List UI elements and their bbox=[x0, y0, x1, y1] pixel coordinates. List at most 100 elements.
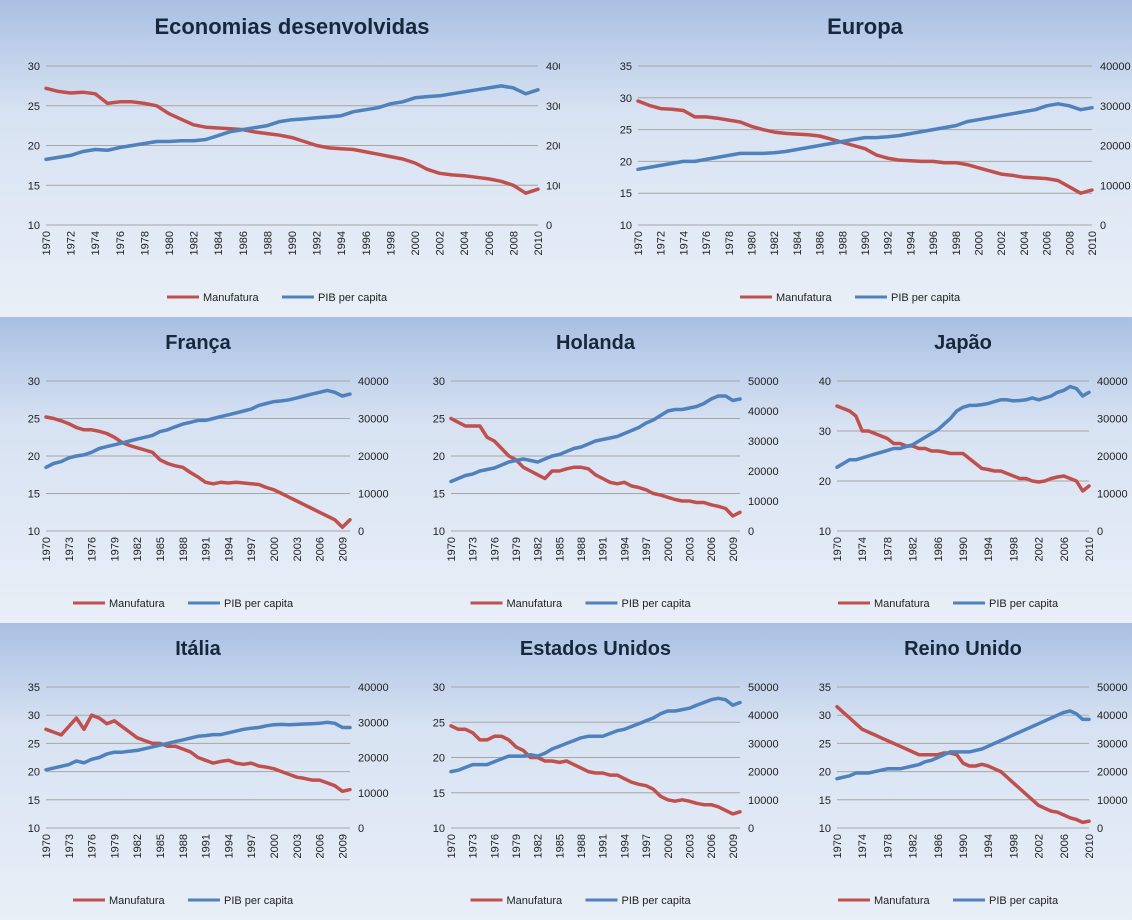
x-tick-label: 1997 bbox=[641, 537, 653, 561]
x-tick-label: 1970 bbox=[446, 834, 458, 858]
series-line bbox=[44, 415, 352, 530]
line-chart: Europa 10 15 20 25 30 35 0 10000 20000 30000 40000 1… bbox=[620, 14, 1131, 304]
chart-title: Estados Unidos bbox=[520, 638, 671, 660]
y-tick-label: 35 bbox=[620, 61, 632, 73]
x-tick-label: 2006 bbox=[706, 537, 718, 561]
x-tick-label: 1972 bbox=[66, 231, 78, 255]
x-tick-label: 1973 bbox=[468, 537, 480, 561]
y2-tick-label: 50000 bbox=[1097, 682, 1128, 694]
y2-tick-label: 0 bbox=[546, 220, 552, 232]
y-tick-label: 20 bbox=[28, 141, 40, 153]
y2-tick-label: 40000 bbox=[748, 406, 779, 418]
y-tick-label: 15 bbox=[28, 489, 40, 501]
chart-title: França bbox=[165, 332, 231, 354]
y-tick-label: 10 bbox=[620, 220, 632, 232]
x-tick-label: 2002 bbox=[996, 231, 1008, 255]
line-chart: França 10 15 20 25 30 0 10000 20000 30000 40000 197… bbox=[28, 332, 389, 610]
x-tick-label: 1996 bbox=[361, 231, 373, 255]
y2-tick-label: 20000 bbox=[358, 451, 389, 463]
legend-label: PIB per capita bbox=[989, 598, 1059, 610]
x-tick-label: 1982 bbox=[132, 537, 144, 561]
line-chart: Japão 10 20 30 40 0 10000 20000 30000 40000 1970 19… bbox=[819, 332, 1128, 610]
x-tick-label: 2002 bbox=[1034, 834, 1046, 858]
y-tick-label: 20 bbox=[433, 753, 445, 765]
x-tick-label: 2000 bbox=[663, 537, 675, 561]
y-tick-label: 25 bbox=[433, 414, 445, 426]
x-tick-label: 1970 bbox=[41, 231, 53, 255]
x-tick-label: 1991 bbox=[598, 834, 610, 858]
x-tick-label: 1994 bbox=[983, 537, 995, 561]
x-tick-label: 1986 bbox=[238, 231, 250, 255]
series-line bbox=[44, 713, 352, 794]
y-tick-label: 10 bbox=[433, 526, 445, 538]
y-tick-label: 20 bbox=[28, 451, 40, 463]
x-tick-label: 1994 bbox=[223, 537, 235, 561]
series-line bbox=[835, 709, 1091, 781]
y-tick-label: 20 bbox=[28, 767, 40, 779]
y-tick-label: 15 bbox=[28, 795, 40, 807]
x-tick-label: 1970 bbox=[41, 537, 53, 561]
x-tick-label: 2004 bbox=[1019, 231, 1031, 255]
x-tick-label: 1978 bbox=[882, 834, 894, 858]
y2-tick-label: 20000 bbox=[1100, 141, 1131, 153]
y2-tick-label: 30000 bbox=[358, 717, 389, 729]
x-tick-label: 2009 bbox=[337, 537, 349, 561]
x-tick-label: 2009 bbox=[728, 537, 740, 561]
chart-panel: Reino Unido 10 15 20 25 30 35 0 10000 20000 30000 4… bbox=[791, 623, 1132, 920]
x-tick-label: 1988 bbox=[178, 834, 190, 858]
y2-tick-label: 40000 bbox=[1100, 61, 1131, 73]
x-tick-label: 1982 bbox=[533, 834, 545, 858]
x-tick-label: 1973 bbox=[468, 834, 480, 858]
y2-tick-label: 10000 bbox=[748, 795, 779, 807]
y2-tick-label: 10000 bbox=[1097, 795, 1128, 807]
y2-tick-label: 30000 bbox=[748, 738, 779, 750]
x-tick-label: 1998 bbox=[385, 231, 397, 255]
x-tick-label: 2002 bbox=[1034, 537, 1046, 561]
x-tick-label: 1972 bbox=[656, 231, 668, 255]
y2-tick-label: 50000 bbox=[748, 376, 779, 388]
chart-panel: França 10 15 20 25 30 0 10000 20000 30000 40000 197… bbox=[0, 317, 405, 623]
y2-tick-label: 40000 bbox=[358, 682, 389, 694]
y-tick-label: 25 bbox=[620, 125, 632, 137]
y-tick-label: 20 bbox=[433, 451, 445, 463]
chart-panel: Europa 10 15 20 25 30 35 0 10000 20000 30000 40000 1… bbox=[572, 0, 1132, 317]
x-tick-label: 1982 bbox=[533, 537, 545, 561]
x-tick-label: 1991 bbox=[598, 537, 610, 561]
x-tick-label: 1976 bbox=[87, 537, 99, 561]
y2-tick-label: 0 bbox=[1100, 220, 1106, 232]
x-tick-label: 2003 bbox=[292, 537, 304, 561]
x-tick-label: 1974 bbox=[857, 537, 869, 561]
line-chart: Economias desenvolvidas 10 15 20 25 30 0 10000 2… bbox=[28, 14, 560, 304]
legend-label: Manufatura bbox=[109, 598, 166, 610]
legend-label: PIB per capita bbox=[622, 598, 692, 610]
series-line bbox=[44, 720, 352, 772]
x-tick-label: 1973 bbox=[64, 537, 76, 561]
x-tick-label: 1998 bbox=[1008, 537, 1020, 561]
x-tick-label: 1985 bbox=[554, 834, 566, 858]
series-line bbox=[449, 696, 742, 774]
y2-tick-label: 10000 bbox=[546, 180, 560, 192]
y2-tick-label: 50000 bbox=[748, 682, 779, 694]
x-tick-label: 2000 bbox=[269, 834, 281, 858]
x-tick-label: 1978 bbox=[139, 231, 151, 255]
y-tick-label: 20 bbox=[819, 476, 831, 488]
chart-title: Economias desenvolvidas bbox=[154, 14, 429, 39]
y2-tick-label: 10000 bbox=[748, 496, 779, 508]
y-tick-label: 15 bbox=[433, 489, 445, 501]
x-tick-label: 1988 bbox=[178, 537, 190, 561]
x-tick-label: 1970 bbox=[446, 537, 458, 561]
chart-panel: Estados Unidos 10 15 20 25 30 0 10000 20000 30000… bbox=[405, 623, 791, 920]
x-tick-label: 2009 bbox=[337, 834, 349, 858]
y2-tick-label: 10000 bbox=[1100, 180, 1131, 192]
x-tick-label: 1985 bbox=[554, 537, 566, 561]
x-tick-label: 2000 bbox=[410, 231, 422, 255]
y2-tick-label: 20000 bbox=[1097, 451, 1128, 463]
y2-tick-label: 0 bbox=[1097, 526, 1103, 538]
y2-tick-label: 40000 bbox=[1097, 376, 1128, 388]
y-tick-label: 10 bbox=[28, 823, 40, 835]
x-tick-label: 2000 bbox=[269, 537, 281, 561]
y-tick-label: 30 bbox=[819, 710, 831, 722]
y-tick-label: 30 bbox=[620, 93, 632, 105]
y2-tick-label: 40000 bbox=[748, 710, 779, 722]
